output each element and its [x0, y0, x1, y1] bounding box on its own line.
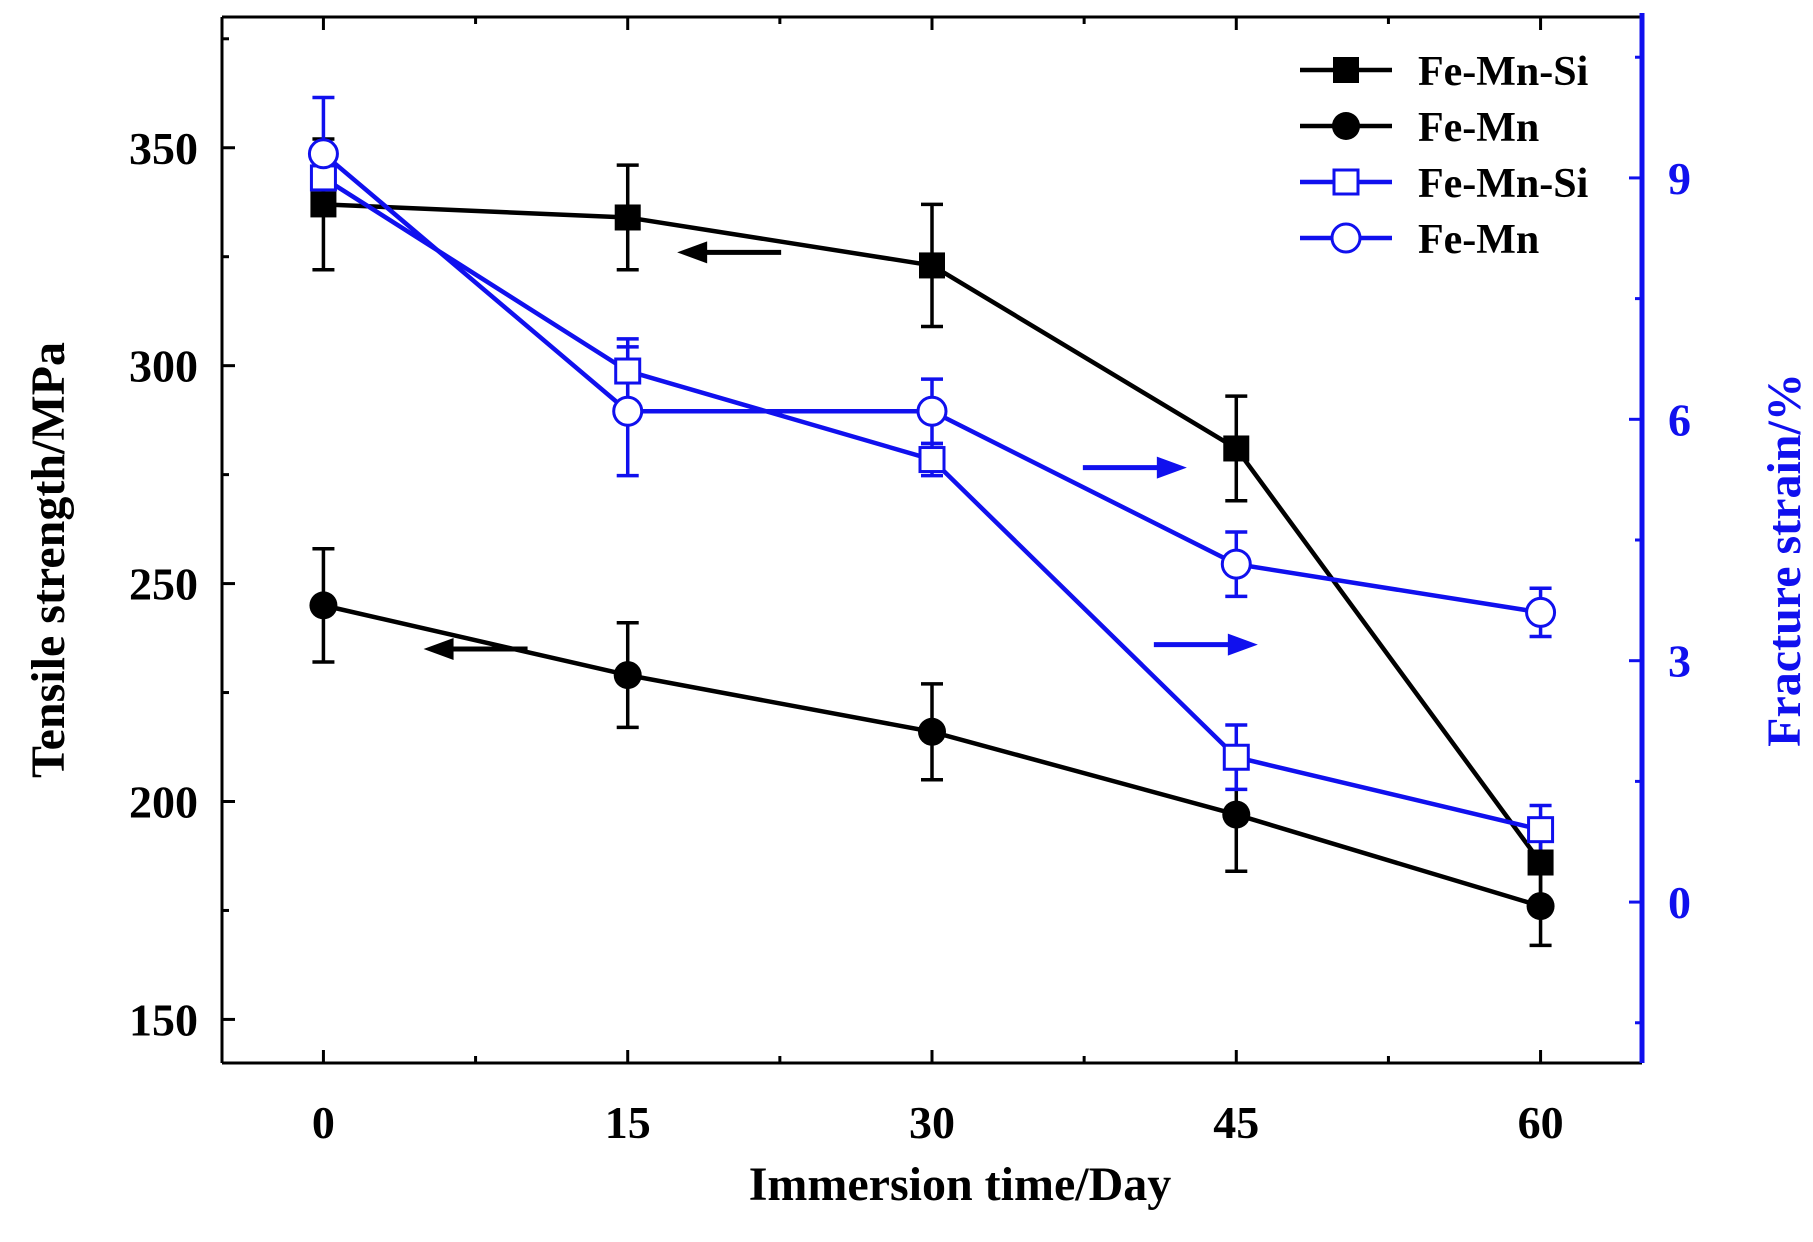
data-point-fe-mn-tensile: [1526, 892, 1555, 921]
arrow-head: [677, 241, 708, 264]
data-point-fe-mn-si-strain: [1527, 816, 1555, 844]
legend-marker: [1332, 168, 1360, 196]
x-tick-label: 0: [312, 1097, 335, 1148]
legend-label: Fe-Mn-Si: [1418, 161, 1589, 207]
arrow-right: [1153, 633, 1258, 656]
legend-marker: [1332, 112, 1360, 140]
data-point-fe-mn-strain: [916, 395, 948, 427]
x-tick-label: 15: [605, 1097, 651, 1148]
annotation-arrows: [423, 241, 1258, 660]
x-tick-label: 30: [909, 1097, 955, 1148]
y-axis-label-right: Fracture strain/%: [1758, 373, 1811, 747]
data-point-fe-mn-tensile: [1222, 800, 1251, 829]
legend-entry: Fe-Mn: [1300, 217, 1539, 263]
data-markers: [307, 138, 1557, 921]
legend: Fe-Mn-Si Fe-Mn Fe-Mn-Si Fe-Mn: [1300, 49, 1589, 263]
data-point-fe-mn-strain: [1525, 596, 1557, 628]
legend-label: Fe-Mn: [1418, 217, 1539, 263]
data-point-fe-mn-si-strain: [614, 357, 642, 385]
data-point-fe-mn-strain: [307, 138, 339, 170]
legend-marker: [1333, 57, 1359, 83]
arrow-head: [1227, 633, 1258, 656]
y-right-tick-label: 0: [1668, 877, 1691, 928]
legend-label: Fe-Mn: [1418, 105, 1539, 151]
data-point-fe-mn-si-tensile: [919, 252, 945, 279]
arrow-head: [423, 637, 454, 660]
arrow-left: [677, 241, 782, 264]
y-left-tick-label: 150: [129, 994, 198, 1045]
x-axis-label: Immersion time/Day: [749, 1158, 1172, 1211]
arrow-left: [423, 637, 528, 660]
legend-label: Fe-Mn-Si: [1418, 49, 1589, 95]
data-point-fe-mn-si-tensile: [614, 204, 641, 231]
data-point-fe-mn-strain: [612, 395, 644, 427]
y-left-tick-label: 250: [129, 559, 198, 610]
legend-entry: Fe-Mn-Si: [1300, 161, 1589, 207]
data-point-fe-mn-si-tensile: [1527, 849, 1554, 876]
y-left-tick-label: 300: [129, 341, 198, 392]
legend-entry: Fe-Mn: [1300, 105, 1539, 151]
data-point-fe-mn-tensile: [309, 591, 338, 620]
data-point-fe-mn-si-tensile: [1223, 435, 1250, 462]
arrow-head: [1156, 456, 1187, 479]
axis-ticks: 0 15 30 45 60 150 200 250 300 350 0 3 6 9: [129, 17, 1691, 1148]
y-left-tick-label: 350: [129, 123, 198, 174]
data-point-fe-mn-tensile: [613, 661, 642, 690]
legend-marker: [1330, 222, 1362, 254]
data-point-fe-mn-si-strain: [1222, 743, 1250, 771]
y-right-tick-label: 9: [1668, 153, 1691, 204]
data-point-fe-mn-si-tensile: [310, 191, 337, 218]
y-left-tick-label: 200: [129, 777, 198, 828]
arrow-right: [1082, 456, 1187, 479]
legend-entry: Fe-Mn-Si: [1300, 49, 1589, 95]
y-axis-label-left: Tensile strength/MPa: [22, 342, 75, 778]
data-point-fe-mn-si-strain: [918, 446, 946, 474]
data-point-fe-mn-tensile: [918, 717, 946, 746]
y-right-tick-label: 3: [1668, 636, 1691, 687]
data-point-fe-mn-strain: [1220, 548, 1252, 580]
data-point-fe-mn-si-strain: [309, 164, 337, 192]
y-right-tick-label: 6: [1668, 394, 1691, 445]
x-tick-label: 45: [1213, 1097, 1259, 1148]
x-tick-label: 60: [1518, 1097, 1564, 1148]
